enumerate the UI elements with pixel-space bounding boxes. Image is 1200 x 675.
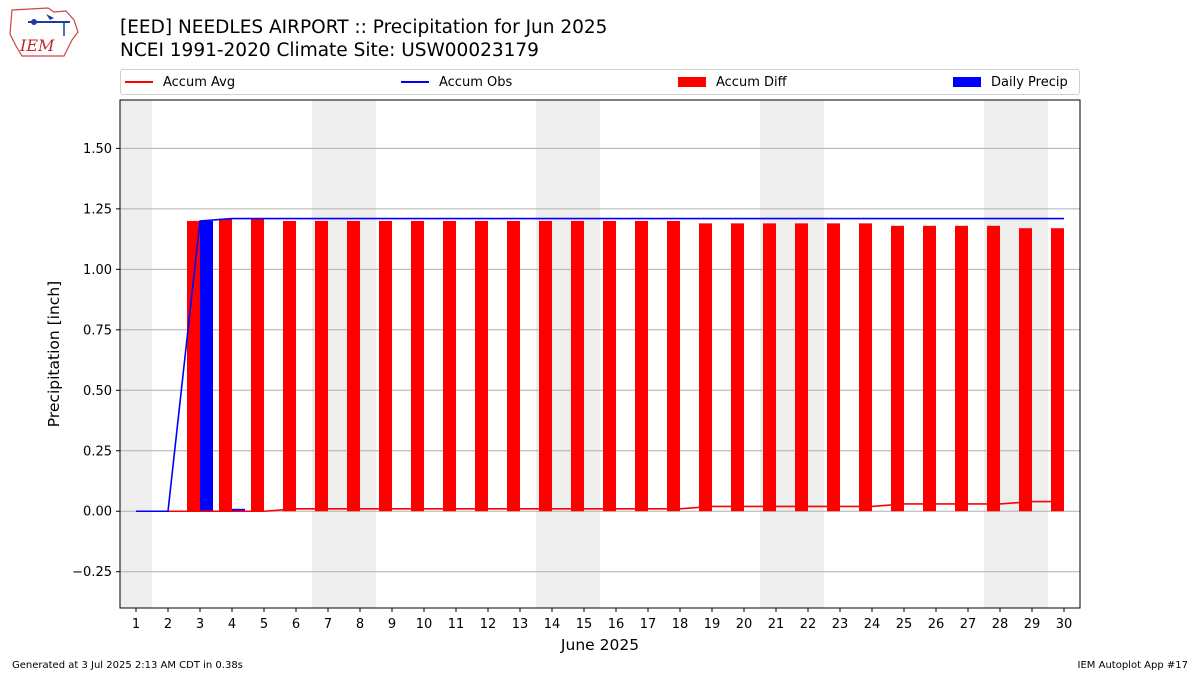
legend-swatch-accum-avg (125, 81, 153, 83)
diff-bar-day-15 (571, 220, 584, 512)
legend-item-accum-avg: Accum Avg (125, 70, 235, 94)
x-tick-label: 5 (260, 617, 268, 632)
legend-item-accum-diff: Accum Diff (678, 70, 787, 94)
daily-bar-day-3 (200, 220, 213, 512)
footer-generated: Generated at 3 Jul 2025 2:13 AM CDT in 0… (12, 660, 243, 671)
diff-bar-day-28 (987, 225, 1000, 512)
x-tick-label: 21 (768, 617, 785, 632)
plot-area (136, 217, 1064, 513)
x-tick-label: 13 (512, 617, 529, 632)
legend-swatch-accum-obs (401, 81, 429, 83)
legend-item-daily-precip: Daily Precip (953, 70, 1068, 94)
diff-bar-day-16 (603, 220, 616, 512)
footer-app: IEM Autoplot App #17 (1077, 660, 1188, 671)
x-tick-label: 22 (800, 617, 817, 632)
x-tick-label: 24 (864, 617, 881, 632)
legend-label-accum-obs: Accum Obs (439, 74, 513, 90)
diff-bar-day-11 (443, 220, 456, 512)
diff-bar-day-14 (539, 220, 552, 512)
y-tick-label: 1.00 (83, 263, 112, 278)
y-tick-label: 1.25 (83, 202, 112, 217)
x-tick-label: 16 (608, 617, 625, 632)
diff-bar-day-19 (699, 223, 712, 512)
y-tick-label: 0.50 (83, 384, 112, 399)
x-axis-label: June 2025 (560, 636, 639, 654)
x-tick-label: 27 (960, 617, 977, 632)
x-tick-label: 12 (480, 617, 497, 632)
chart-title: [EED] NEEDLES AIRPORT :: Precipitation f… (120, 17, 608, 38)
x-tick-label: 30 (1056, 617, 1073, 632)
x-tick-label: 28 (992, 617, 1009, 632)
diff-bar-day-22 (795, 223, 808, 512)
x-tick-label: 14 (544, 617, 561, 632)
legend-swatch-accum-diff (678, 77, 706, 87)
legend-label-accum-diff: Accum Diff (716, 74, 787, 90)
x-tick-label: 19 (704, 617, 721, 632)
x-tick-label: 11 (448, 617, 465, 632)
legend: Accum Avg Accum Obs Accum Diff Daily Pre… (120, 69, 1080, 95)
x-tick-label: 10 (416, 617, 433, 632)
x-tick-label: 20 (736, 617, 753, 632)
diff-bar-day-30 (1051, 228, 1064, 512)
legend-item-accum-obs: Accum Obs (401, 70, 512, 94)
diff-bar-day-10 (411, 220, 424, 512)
x-tick-label: 15 (576, 617, 593, 632)
daily-bar-day-4 (232, 508, 245, 512)
diff-bar-day-5 (251, 218, 264, 512)
accum-obs-line (136, 217, 1064, 513)
iem-logo: IEM (9, 7, 79, 57)
y-tick-label: 1.50 (83, 142, 112, 157)
diff-bar-day-29 (1019, 228, 1032, 512)
x-tick-label: 23 (832, 617, 849, 632)
y-tick-label: 0.75 (83, 323, 112, 338)
diff-bar-day-24 (859, 223, 872, 512)
x-tick-label: 7 (324, 617, 332, 632)
x-tick-label: 3 (196, 617, 204, 632)
legend-swatch-daily-precip (953, 77, 981, 87)
x-tick-label: 9 (388, 617, 396, 632)
plot-frame (119, 99, 1081, 609)
x-tick-label: 29 (1024, 617, 1041, 632)
diff-bar-day-25 (891, 225, 904, 512)
diff-bar-day-18 (667, 220, 680, 512)
x-tick-label: 8 (356, 617, 364, 632)
weekend-band-1 (120, 100, 152, 608)
diff-bar-day-23 (827, 223, 840, 512)
diff-bar-day-13 (507, 220, 520, 512)
x-tick-label: 26 (928, 617, 945, 632)
diff-bar-day-7 (315, 220, 328, 512)
diff-bar-day-26 (923, 225, 936, 512)
diff-bar-day-21 (763, 223, 776, 512)
diff-bar-day-4 (219, 218, 232, 512)
x-tick-label: 4 (228, 617, 236, 632)
accum-avg-line (136, 500, 1064, 513)
x-tick-label: 2 (164, 617, 172, 632)
logo-text: IEM (19, 36, 55, 55)
diff-bar-day-3 (187, 220, 200, 512)
x-tick-label: 6 (292, 617, 300, 632)
y-axis-label: Precipitation [inch] (45, 281, 63, 427)
diff-bar-day-12 (475, 220, 488, 512)
legend-label-daily-precip: Daily Precip (991, 74, 1068, 90)
x-tick-label: 18 (672, 617, 689, 632)
y-tick-label: 0.25 (83, 444, 112, 459)
y-tick-label: 0.00 (83, 505, 112, 520)
diff-bar-day-8 (347, 220, 360, 512)
x-tick-label: 25 (896, 617, 913, 632)
x-tick-label: 1 (132, 617, 140, 632)
chart-subtitle: NCEI 1991-2020 Climate Site: USW00023179 (120, 40, 539, 61)
diff-bar-day-17 (635, 220, 648, 512)
diff-bar-day-6 (283, 220, 296, 512)
diff-bar-day-20 (731, 223, 744, 512)
y-tick-label: −0.25 (72, 565, 112, 580)
legend-label-accum-avg: Accum Avg (163, 74, 236, 90)
diff-bar-day-9 (379, 220, 392, 512)
diff-bar-day-27 (955, 225, 968, 512)
x-tick-label: 17 (640, 617, 657, 632)
